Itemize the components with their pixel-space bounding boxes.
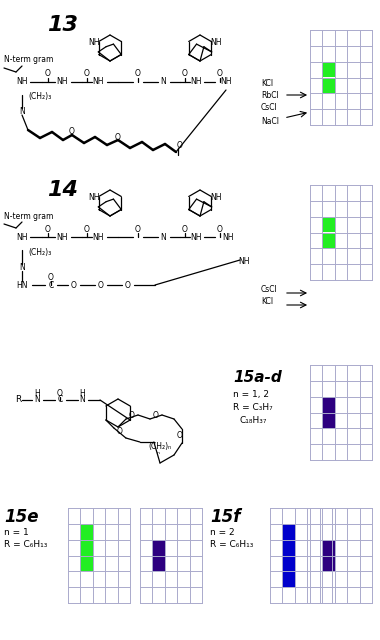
Text: 15a-d: 15a-d [233,370,282,385]
Bar [152,556,165,572]
Text: O: O [177,431,183,440]
Text: R = C₆H₁₃: R = C₆H₁₃ [4,540,48,549]
Bar [310,30,372,125]
Text: KCl: KCl [261,298,273,307]
Text: RbCl: RbCl [261,92,279,100]
Bar [310,185,372,280]
Text: NaCl: NaCl [261,118,279,127]
Text: O: O [71,280,77,289]
Text: O: O [217,70,223,79]
Text: N: N [34,396,40,404]
Text: CsCl: CsCl [261,104,278,113]
Text: N: N [19,264,25,273]
Text: O: O [98,280,104,289]
Text: H: H [79,388,85,397]
Text: C₁₈H₃₇: C₁₈H₃₇ [240,416,268,425]
Text: 14: 14 [47,180,78,200]
Text: O: O [217,225,223,234]
Text: NH: NH [16,77,28,86]
Bar [152,540,165,556]
Text: O: O [115,132,121,141]
Text: (CH₂)₃: (CH₂)₃ [28,92,51,100]
Bar [270,508,332,603]
Text: NH: NH [16,232,28,241]
Text: O: O [182,70,188,79]
Text: N-term gram: N-term gram [4,212,53,221]
Bar [322,217,335,232]
Text: NH: NH [92,77,104,86]
Text: O: O [153,410,159,419]
Text: O: O [129,410,135,419]
Text: R = C₃H₇: R = C₃H₇ [233,403,273,412]
Text: NH: NH [222,232,234,241]
Text: O: O [45,70,51,79]
Text: HN: HN [16,280,28,289]
Text: 15f: 15f [210,508,241,526]
Text: N: N [160,77,166,86]
Text: O: O [84,225,90,234]
Bar [81,540,93,556]
Bar [81,556,93,572]
Text: C: C [48,280,54,289]
Text: NH: NH [238,257,250,266]
Text: O: O [135,225,141,234]
Text: H: H [34,388,40,397]
Bar [322,397,335,413]
Text: O: O [48,273,54,282]
Text: N-term gram: N-term gram [4,55,53,64]
Bar [68,508,130,603]
Text: NH: NH [220,77,232,86]
Text: NH: NH [56,77,68,86]
Text: CsCl: CsCl [261,285,278,294]
Text: O: O [135,70,141,79]
Text: O: O [125,280,131,289]
Bar [81,524,93,540]
Text: O: O [69,127,75,136]
Bar [322,556,335,572]
Text: N: N [79,396,85,404]
Bar [310,365,372,460]
Text: NH: NH [92,232,104,241]
Text: N: N [19,108,25,116]
Text: 15e: 15e [4,508,38,526]
Text: O: O [177,141,183,150]
Text: O: O [57,388,63,397]
Text: NH: NH [56,232,68,241]
Text: (CH₂)₃: (CH₂)₃ [28,248,51,257]
Text: NH: NH [210,193,222,202]
Text: NH: NH [190,77,202,86]
Text: n = 1, 2: n = 1, 2 [233,390,269,399]
Bar [322,77,335,93]
Text: 13: 13 [47,15,78,35]
Text: O: O [84,70,90,79]
Text: NH: NH [89,193,100,202]
Text: C: C [57,396,63,404]
Bar [140,508,202,603]
Bar [310,508,372,603]
Text: ⁿ: ⁿ [157,449,159,458]
Text: O: O [117,428,123,436]
Text: R: R [15,396,21,404]
Text: O: O [45,225,51,234]
Bar [322,413,335,428]
Text: KCl: KCl [261,79,273,88]
Text: R = C₆H₁₃: R = C₆H₁₃ [210,540,253,549]
Text: NH: NH [190,232,202,241]
Text: NH: NH [210,38,222,47]
Bar [282,524,295,540]
Bar [322,61,335,77]
Text: n = 2: n = 2 [210,528,234,537]
Text: n = 1: n = 1 [4,528,29,537]
Text: O: O [182,225,188,234]
Bar [322,540,335,556]
Text: (CH₂)ₙ: (CH₂)ₙ [148,442,171,451]
Bar [322,232,335,248]
Text: N: N [160,232,166,241]
Bar [282,556,295,572]
Bar [282,572,295,587]
Text: NH: NH [89,38,100,47]
Bar [282,540,295,556]
